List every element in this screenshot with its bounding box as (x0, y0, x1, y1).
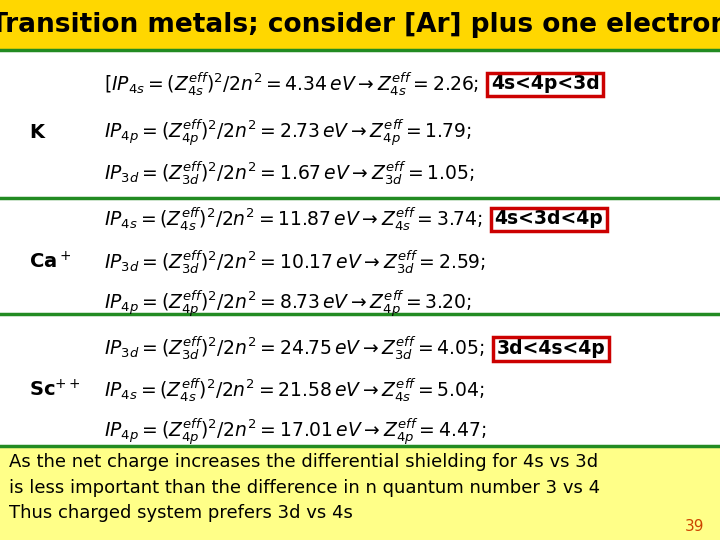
Bar (0, 0, 720, 50)
Bar (491, 207, 607, 231)
Bar (0, 446, 720, 540)
Text: 4s<3d<4p: 4s<3d<4p (495, 209, 603, 228)
Text: As the net charge increases the differential shielding for 4s vs 3d: As the net charge increases the differen… (9, 453, 598, 471)
Bar (487, 72, 603, 96)
Text: 3d<4s<4p: 3d<4s<4p (497, 339, 606, 358)
Text: 39: 39 (685, 519, 704, 534)
Bar (493, 337, 609, 361)
Text: is less important than the difference in n quantum number 3 vs 4: is less important than the difference in… (9, 478, 600, 497)
Text: $[IP_{4s} = (Z^{eff}_{4s})^2/2n^2 = 4.34\,eV \rightarrow Z^{eff}_{4s} = 2.26;$: $[IP_{4s} = (Z^{eff}_{4s})^2/2n^2 = 4.34… (104, 70, 480, 98)
Text: 4s<4p<3d: 4s<4p<3d (491, 74, 600, 93)
Text: $IP_{4s} = (Z^{eff}_{4s})^2/2n^2 = 11.87\,eV \rightarrow Z^{eff}_{4s} = 3.74;$: $IP_{4s} = (Z^{eff}_{4s})^2/2n^2 = 11.87… (104, 205, 483, 233)
Text: $IP_{3d} = (Z^{eff}_{3d})^2/2n^2 = 1.67\,eV \rightarrow Z^{eff}_{3d} = 1.05;$: $IP_{3d} = (Z^{eff}_{3d})^2/2n^2 = 1.67\… (104, 159, 474, 187)
Text: Transition metals; consider [Ar] plus one electron: Transition metals; consider [Ar] plus on… (0, 12, 720, 38)
Text: $IP_{3d} = (Z^{eff}_{3d})^2/2n^2 = 24.75\,eV \rightarrow Z^{eff}_{3d} = 4.05;$: $IP_{3d} = (Z^{eff}_{3d})^2/2n^2 = 24.75… (104, 334, 485, 362)
Text: Thus charged system prefers 3d vs 4s: Thus charged system prefers 3d vs 4s (9, 504, 353, 522)
Text: K: K (29, 123, 44, 142)
Text: $IP_{4p} = (Z^{eff}_{4p})^2/2n^2 = 2.73\,eV \rightarrow Z^{eff}_{4p} = 1.79;$: $IP_{4p} = (Z^{eff}_{4p})^2/2n^2 = 2.73\… (104, 117, 472, 148)
Text: $IP_{4s} = (Z^{eff}_{4s})^2/2n^2 = 21.58\,eV \rightarrow Z^{eff}_{4s} = 5.04;$: $IP_{4s} = (Z^{eff}_{4s})^2/2n^2 = 21.58… (104, 376, 485, 404)
Text: $IP_{4p} = (Z^{eff}_{4p})^2/2n^2 = 17.01\,eV \rightarrow Z^{eff}_{4p} = 4.47;$: $IP_{4p} = (Z^{eff}_{4p})^2/2n^2 = 17.01… (104, 416, 487, 448)
Text: $IP_{3d} = (Z^{eff}_{3d})^2/2n^2 = 10.17\,eV \rightarrow Z^{eff}_{3d} = 2.59;$: $IP_{3d} = (Z^{eff}_{3d})^2/2n^2 = 10.17… (104, 248, 485, 276)
Text: Sc$^{++}$: Sc$^{++}$ (29, 379, 81, 401)
Text: Ca$^+$: Ca$^+$ (29, 251, 71, 273)
Text: $IP_{4p} = (Z^{eff}_{4p})^2/2n^2 = 8.73\,eV \rightarrow Z^{eff}_{4p} = 3.20;$: $IP_{4p} = (Z^{eff}_{4p})^2/2n^2 = 8.73\… (104, 288, 472, 319)
